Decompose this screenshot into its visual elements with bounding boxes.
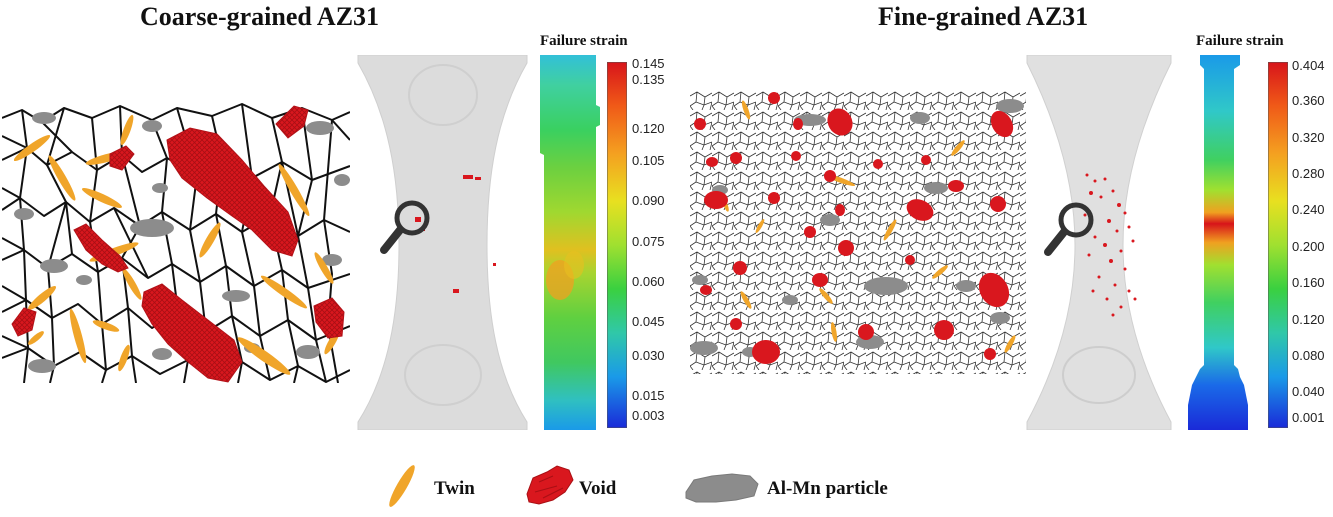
tick-label: 0.060 [632, 274, 665, 289]
coarse-title: Coarse-grained AZ31 [140, 2, 380, 31]
tick-label: 0.280 [1292, 166, 1325, 181]
tick-label: 0.105 [632, 153, 665, 168]
tick-label: 0.120 [1292, 312, 1325, 327]
fine-microstructure [690, 90, 1026, 374]
coarse-colorbar-ticks: 0.145 0.135 0.120 0.105 0.090 0.075 0.06… [632, 56, 682, 431]
void-icon [523, 464, 575, 506]
fine-colorbar [1268, 62, 1288, 428]
tick-label: 0.015 [632, 388, 665, 403]
legend-label-void: Void [579, 478, 617, 499]
coarse-microstructure [2, 100, 350, 383]
tick-label: 0.320 [1292, 130, 1325, 145]
coarse-specimen [355, 55, 535, 430]
fine-colorbar-ticks: 0.404 0.360 0.320 0.280 0.240 0.200 0.16… [1292, 56, 1332, 431]
tick-label: 0.145 [632, 56, 665, 71]
tick-label: 0.030 [632, 348, 665, 363]
tick-label: 0.360 [1292, 93, 1325, 108]
tick-label: 0.001 [1292, 410, 1325, 425]
tick-label: 0.240 [1292, 202, 1325, 217]
legend-label-twin: Twin [434, 478, 475, 499]
fine-strain-map [1186, 55, 1252, 430]
tick-label: 0.135 [632, 72, 665, 87]
particle-icon [680, 470, 760, 506]
magnifier-icon [1042, 200, 1098, 260]
tick-label: 0.040 [1292, 384, 1325, 399]
tick-label: 0.080 [1292, 348, 1325, 363]
tick-label: 0.200 [1292, 239, 1325, 254]
tick-label: 0.075 [632, 234, 665, 249]
legend-label-particle: Al-Mn particle [767, 478, 888, 499]
fine-specimen [1025, 55, 1173, 430]
tick-label: 0.404 [1292, 58, 1325, 73]
tick-label: 0.045 [632, 314, 665, 329]
tick-label: 0.003 [632, 408, 665, 423]
fine-title: Fine-grained AZ31 [878, 2, 1089, 31]
coarse-strain-map [540, 55, 604, 430]
magnifier-icon [378, 198, 434, 258]
tick-label: 0.090 [632, 193, 665, 208]
twin-icon [380, 462, 424, 510]
coarse-colorbar-title: Failure strain [540, 33, 628, 49]
fine-colorbar-title: Failure strain [1196, 33, 1284, 49]
tick-label: 0.160 [1292, 275, 1325, 290]
coarse-colorbar [607, 62, 627, 428]
tick-label: 0.120 [632, 121, 665, 136]
